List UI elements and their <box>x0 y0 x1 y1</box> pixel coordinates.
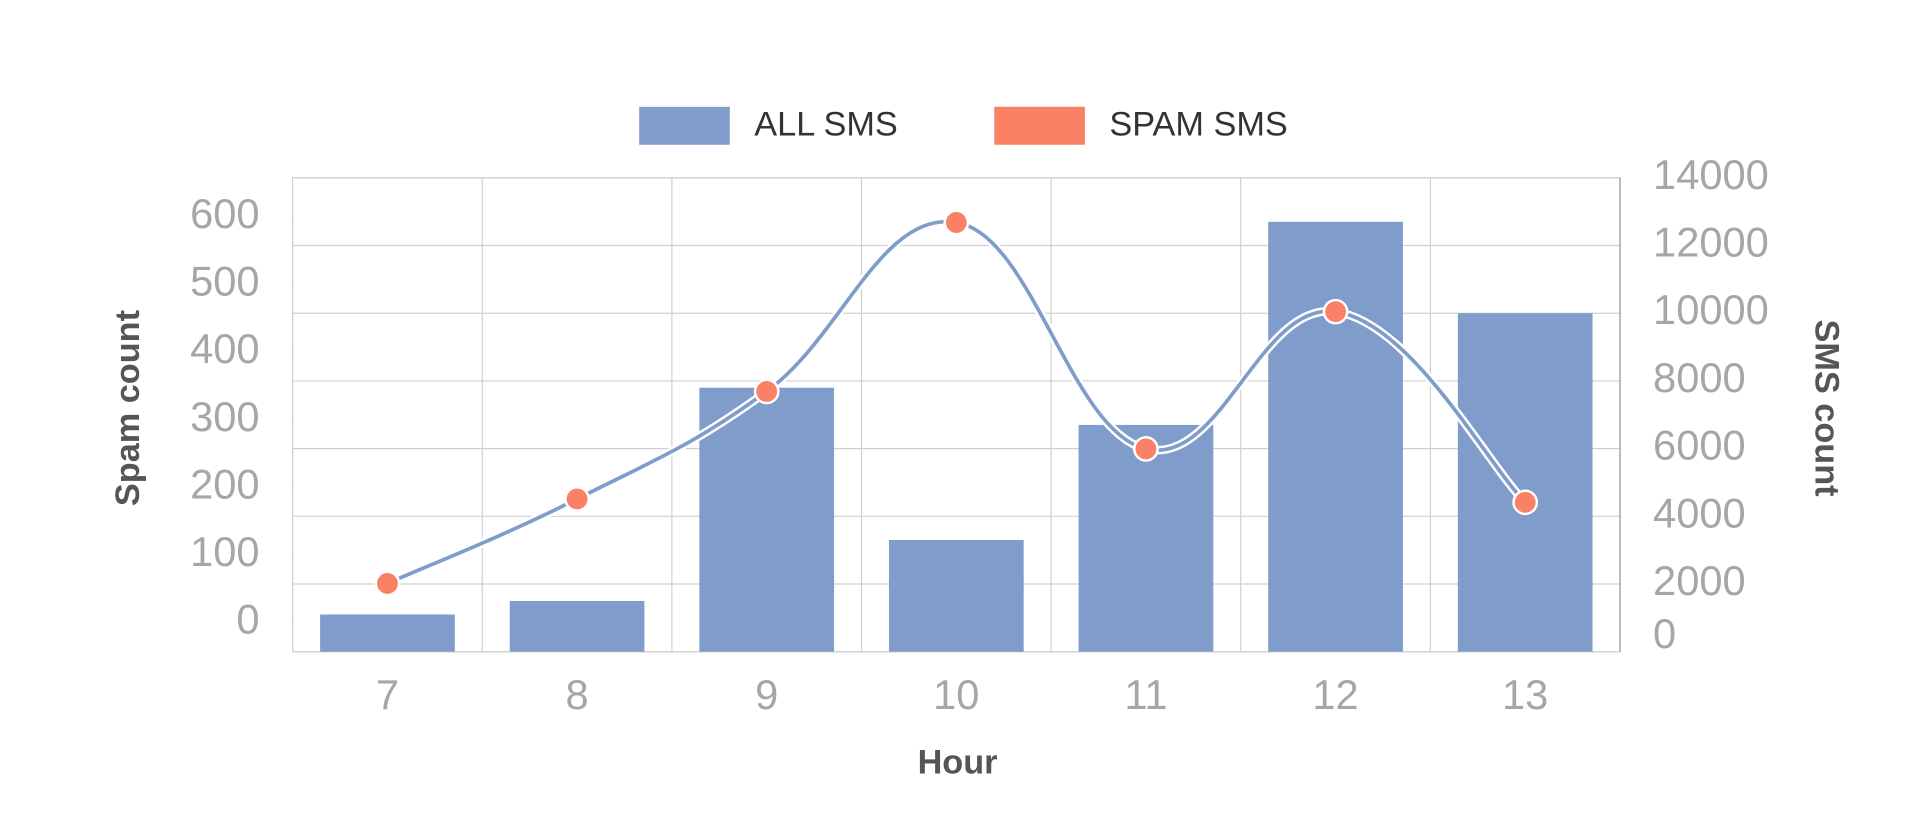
y-tick-label: 0 <box>236 596 259 643</box>
y-tick-label: 400 <box>190 325 259 372</box>
legend-swatch <box>994 106 1085 145</box>
bar <box>1268 221 1403 652</box>
point <box>1322 298 1349 325</box>
y2-tick-label: 0 <box>1653 610 1676 657</box>
y-axis-title: Spam count <box>109 310 147 506</box>
bar <box>509 600 645 652</box>
bar <box>1078 424 1214 652</box>
y2-tick-label: 6000 <box>1653 422 1746 469</box>
legend-swatch <box>639 106 730 145</box>
y2-tick-label: 4000 <box>1653 489 1746 536</box>
point <box>1512 489 1539 516</box>
y-tick-label: 600 <box>190 190 259 237</box>
x-axis-title: Hour <box>918 743 998 781</box>
point <box>374 570 401 597</box>
x-tick-label: 7 <box>376 671 399 718</box>
point <box>753 378 780 405</box>
legend-label: ALL SMS <box>754 105 897 143</box>
y2-tick-label: 12000 <box>1653 219 1769 266</box>
y2-tick-label: 14000 <box>1653 151 1769 198</box>
x-tick-label: 11 <box>1124 671 1167 718</box>
x-tick-label: 9 <box>755 671 778 718</box>
x-tick-label: 13 <box>1502 671 1548 718</box>
y2-tick-label: 2000 <box>1653 557 1746 604</box>
x-tick-label: 12 <box>1312 671 1358 718</box>
y2-tick-label: 8000 <box>1653 354 1746 401</box>
y-tick-label: 100 <box>190 528 259 575</box>
y-tick-label: 500 <box>190 258 259 305</box>
y2-axis-title: SMS count <box>1807 320 1845 497</box>
bar <box>699 387 835 652</box>
y-tick-label: 300 <box>190 393 259 440</box>
y2-tick-label: 10000 <box>1653 286 1769 333</box>
bar <box>1457 313 1593 652</box>
legend-label: SPAM SMS <box>1109 105 1287 143</box>
point <box>943 209 970 236</box>
bar <box>320 614 455 652</box>
point <box>1133 436 1159 462</box>
bar <box>888 540 1024 652</box>
y-tick-label: 200 <box>190 460 259 507</box>
x-tick-label: 10 <box>933 671 979 718</box>
point <box>564 486 590 512</box>
x-tick-label: 8 <box>566 671 589 718</box>
